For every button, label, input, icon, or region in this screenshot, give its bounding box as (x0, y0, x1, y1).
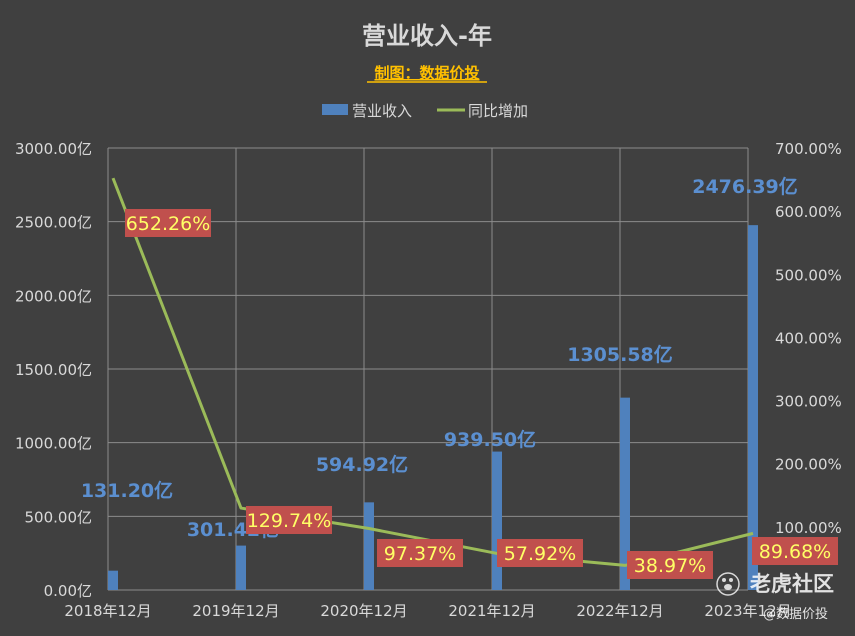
bar (108, 570, 118, 590)
bar-series (108, 225, 758, 590)
bar (364, 502, 374, 590)
percent-label-box (497, 539, 583, 567)
percent-label-box (246, 506, 332, 534)
percent-label: 97.37% (384, 543, 456, 565)
y-right-tick-label: 700.00% (775, 140, 842, 158)
x-tick-label: 2023年12月 (704, 602, 791, 620)
bar-value-label: 594.92亿 (316, 453, 408, 476)
percent-label-box (752, 537, 838, 565)
y-left-tick-label: 3000.00亿 (15, 140, 92, 158)
y-left-tick-label: 0.00亿 (44, 582, 92, 600)
bar (620, 397, 630, 590)
y-right-tick-label: 200.00% (775, 456, 842, 474)
watermark-handle: @数据价投 (763, 606, 828, 622)
x-tick-label: 2021年12月 (448, 602, 535, 620)
x-tick-label: 2019年12月 (192, 602, 279, 620)
legend: 营业收入 同比增加 (322, 102, 528, 120)
percent-label: 89.68% (759, 541, 831, 563)
bar-value-label: 939.50亿 (444, 428, 536, 451)
axes: 0.00亿 500.00亿 1000.00亿 1500.00亿 2000.00亿 2500… (15, 140, 842, 620)
x-tick-label: 2018年12月 (64, 602, 151, 620)
tiger-paw-icon (716, 572, 740, 596)
y-right-tick-label: 300.00% (775, 393, 842, 411)
bar-value-label: 1305.58亿 (567, 343, 673, 366)
y-right-tick-label: 500.00% (775, 266, 842, 284)
percent-label: 38.97% (634, 555, 706, 577)
y-left-tick-label: 2000.00亿 (15, 287, 92, 305)
paw-dot (729, 578, 733, 582)
percent-label: 129.74% (247, 510, 332, 532)
percent-label-box (125, 209, 211, 237)
y-right-tick-label: 100.00% (775, 519, 842, 537)
y-left-tick-label: 2500.00亿 (15, 214, 92, 232)
percent-label: 57.92% (504, 543, 576, 565)
y-left-tick-label: 500.00亿 (25, 508, 93, 526)
percent-label-box (377, 539, 463, 567)
legend-label-line: 同比增加 (468, 102, 528, 120)
bar (748, 225, 758, 590)
y-left-tick-label: 1500.00亿 (15, 361, 92, 379)
paw-dot (722, 578, 726, 582)
y-left-tick-label: 1000.00亿 (15, 435, 92, 453)
percent-label-box (627, 551, 713, 579)
bar (492, 451, 502, 590)
watermark: 老虎社区 @数据价投 (716, 572, 834, 622)
y-right-tick-label: 400.00% (775, 329, 842, 347)
watermark-brand: 老虎社区 (750, 572, 834, 596)
x-tick-label: 2022年12月 (576, 602, 663, 620)
chart-title: 营业收入-年 (362, 22, 492, 50)
bar (236, 545, 246, 590)
chart-subtitle: 制图：数据价投 (374, 64, 479, 82)
bar-value-label: 131.20亿 (81, 479, 173, 502)
y-right-tick-label: 600.00% (775, 203, 842, 221)
paw-pad (724, 584, 732, 590)
legend-label-bar: 营业收入 (352, 102, 412, 120)
percent-label: 652.26% (126, 213, 211, 235)
data-labels: 131.20亿301.42亿594.92亿939.50亿1305.58亿2476… (81, 175, 838, 579)
bar-value-label: 2476.39亿 (692, 175, 798, 198)
legend-swatch-bar (322, 104, 348, 115)
x-tick-label: 2020年12月 (320, 602, 407, 620)
